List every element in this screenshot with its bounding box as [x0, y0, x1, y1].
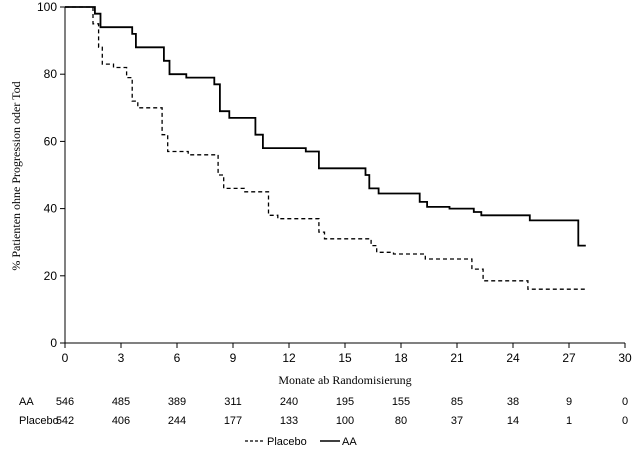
x-tick-label: 12 [282, 351, 296, 365]
x-tick-label: 24 [506, 351, 520, 365]
risk-count: 37 [451, 415, 463, 427]
risk-count: 240 [280, 396, 298, 408]
axes: 0 3 6 9 12 15 18 21 24 27 30 0 20 40 60 80 100 [37, 0, 632, 365]
series-line-aa [65, 6, 586, 247]
y-tick-label: 20 [44, 269, 58, 283]
risk-count: 14 [507, 415, 519, 427]
risk-count: 406 [112, 415, 130, 427]
risk-count: 0 [622, 396, 628, 408]
legend: Placebo AA [245, 436, 357, 448]
risk-count: 195 [336, 396, 354, 408]
x-tick-label: 15 [338, 351, 352, 365]
risk-count: 485 [112, 396, 130, 408]
risk-row-label: Placebo [19, 415, 59, 427]
risk-count: 546 [56, 396, 74, 408]
legend-label: Placebo [267, 436, 307, 448]
y-tick-label: 0 [50, 336, 57, 350]
x-axis-title: Monate ab Randomisierung [278, 373, 411, 387]
series-line-placebo [65, 6, 586, 290]
x-tick-label: 9 [230, 351, 237, 365]
x-tick-label: 0 [62, 351, 69, 365]
x-tick-label: 6 [174, 351, 181, 365]
risk-count: 100 [336, 415, 354, 427]
risk-count: 133 [280, 415, 298, 427]
risk-count: 1 [566, 415, 572, 427]
y-tick-label: 80 [44, 67, 58, 81]
x-tick-label: 3 [118, 351, 125, 365]
y-tick-label: 60 [44, 134, 58, 148]
risk-count: 311 [224, 396, 242, 408]
y-tick-label: 100 [37, 0, 57, 14]
risk-count: 177 [224, 415, 242, 427]
x-tick-label: 27 [562, 351, 576, 365]
legend-label: AA [342, 436, 357, 448]
risk-count: 542 [56, 415, 74, 427]
y-tick-label: 40 [44, 202, 58, 216]
risk-count: 155 [392, 396, 410, 408]
x-tick-label: 18 [394, 351, 408, 365]
y-axis-title: % Patienten ohne Progression oder Tod [9, 81, 23, 270]
risk-count: 389 [168, 396, 186, 408]
risk-count: 80 [395, 415, 407, 427]
risk-count: 0 [622, 415, 628, 427]
risk-count: 85 [451, 396, 463, 408]
risk-count: 9 [566, 396, 572, 408]
risk-row-label: AA [19, 396, 34, 408]
risk-count: 244 [168, 415, 186, 427]
x-tick-label: 30 [618, 351, 632, 365]
survival-curves [65, 6, 586, 290]
risk-count: 38 [507, 396, 519, 408]
x-tick-label: 21 [450, 351, 464, 365]
